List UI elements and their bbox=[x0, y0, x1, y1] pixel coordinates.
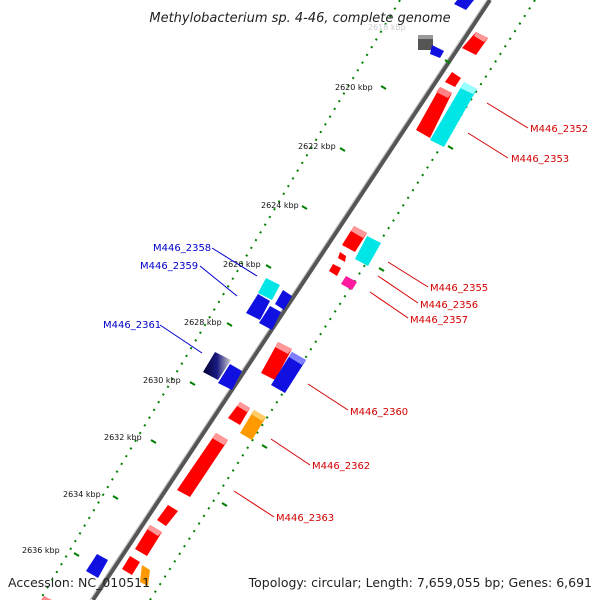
gene-label-M446-2363[interactable]: M446_2363 bbox=[276, 513, 334, 524]
gene-M446-2360-red[interactable] bbox=[261, 342, 292, 380]
scale-label-2628: 2628 kbp bbox=[184, 318, 222, 327]
gene-pink-bottom[interactable] bbox=[38, 596, 56, 600]
gene-label-M446-2355[interactable]: M446_2355 bbox=[430, 283, 488, 294]
gene-red-lower-3[interactable] bbox=[122, 556, 140, 575]
gene-label-M446-2362[interactable]: M446_2362 bbox=[312, 461, 370, 472]
scale-label-2630: 2630 kbp bbox=[143, 376, 181, 385]
gene-red-2360b[interactable] bbox=[228, 402, 250, 425]
gene-blue-2361b[interactable] bbox=[218, 364, 242, 390]
gene-M446-2353[interactable] bbox=[430, 82, 477, 147]
scale-label-2626: 2626 kbp bbox=[223, 260, 261, 269]
gene-top-blue[interactable] bbox=[454, 0, 474, 10]
summary-text: Topology: circular; Length: 7,659,055 bp… bbox=[248, 575, 592, 590]
gene-label-M446-2356[interactable]: M446_2356 bbox=[420, 300, 478, 311]
gene-red-small-1[interactable] bbox=[445, 72, 461, 87]
gene-M446-2355[interactable] bbox=[355, 236, 381, 266]
gene-grey-top[interactable] bbox=[418, 35, 433, 50]
gene-M446-2358[interactable] bbox=[258, 278, 280, 300]
accession-text: Accession: NC_010511 bbox=[8, 575, 150, 590]
scale-label-2634: 2634 kbp bbox=[63, 490, 101, 499]
gene-label-M446-2358[interactable]: M446_2358 bbox=[153, 243, 211, 254]
map-title: Methylobacterium sp. 4-46, complete geno… bbox=[149, 11, 450, 26]
label-leaders bbox=[159, 102, 529, 518]
scale-label-2632: 2632 kbp bbox=[104, 433, 142, 442]
gene-M446-2357[interactable] bbox=[341, 276, 357, 290]
gene-red-lower-1[interactable] bbox=[157, 505, 178, 526]
gene-label-M446-2357[interactable]: M446_2357 bbox=[410, 315, 468, 326]
gene-label-M446-2359[interactable]: M446_2359 bbox=[140, 261, 198, 272]
gene-label-M446-2352[interactable]: M446_2352 bbox=[530, 124, 588, 135]
gene-M446-2352[interactable] bbox=[416, 87, 452, 138]
gene-red-lower-2[interactable] bbox=[135, 525, 162, 556]
scale-label-2620: 2620 kbp bbox=[335, 83, 373, 92]
tick-marks bbox=[73, 59, 454, 557]
gene-label-M446-2361[interactable]: M446_2361 bbox=[103, 320, 161, 331]
gene-blue-lower[interactable] bbox=[86, 554, 108, 578]
gene-M446-2359[interactable] bbox=[246, 290, 292, 330]
gene-red-2354[interactable] bbox=[342, 226, 367, 252]
gene-label-M446-2360[interactable]: M446_2360 bbox=[350, 407, 408, 418]
gene-orange-lower[interactable] bbox=[140, 565, 150, 586]
gene-M446-2363[interactable] bbox=[177, 433, 228, 497]
faded-top-label: 2618 kbp bbox=[368, 23, 406, 32]
gene-M446-2361[interactable] bbox=[203, 352, 231, 380]
scale-label-2622: 2622 kbp bbox=[298, 142, 336, 151]
strand-guide-right bbox=[149, 0, 536, 600]
gene-top-red[interactable] bbox=[462, 32, 488, 55]
gene-M446-2362[interactable] bbox=[240, 410, 266, 440]
gene-blue-top-small[interactable] bbox=[430, 45, 444, 58]
scale-label-2636: 2636 kbp bbox=[22, 546, 60, 555]
gene-label-M446-2353[interactable]: M446_2353 bbox=[511, 154, 569, 165]
scale-label-2624: 2624 kbp bbox=[261, 201, 299, 210]
gene-M446-2360[interactable] bbox=[271, 352, 306, 393]
gene-M446-2356[interactable] bbox=[329, 252, 346, 276]
backbone-line bbox=[91, 0, 492, 600]
